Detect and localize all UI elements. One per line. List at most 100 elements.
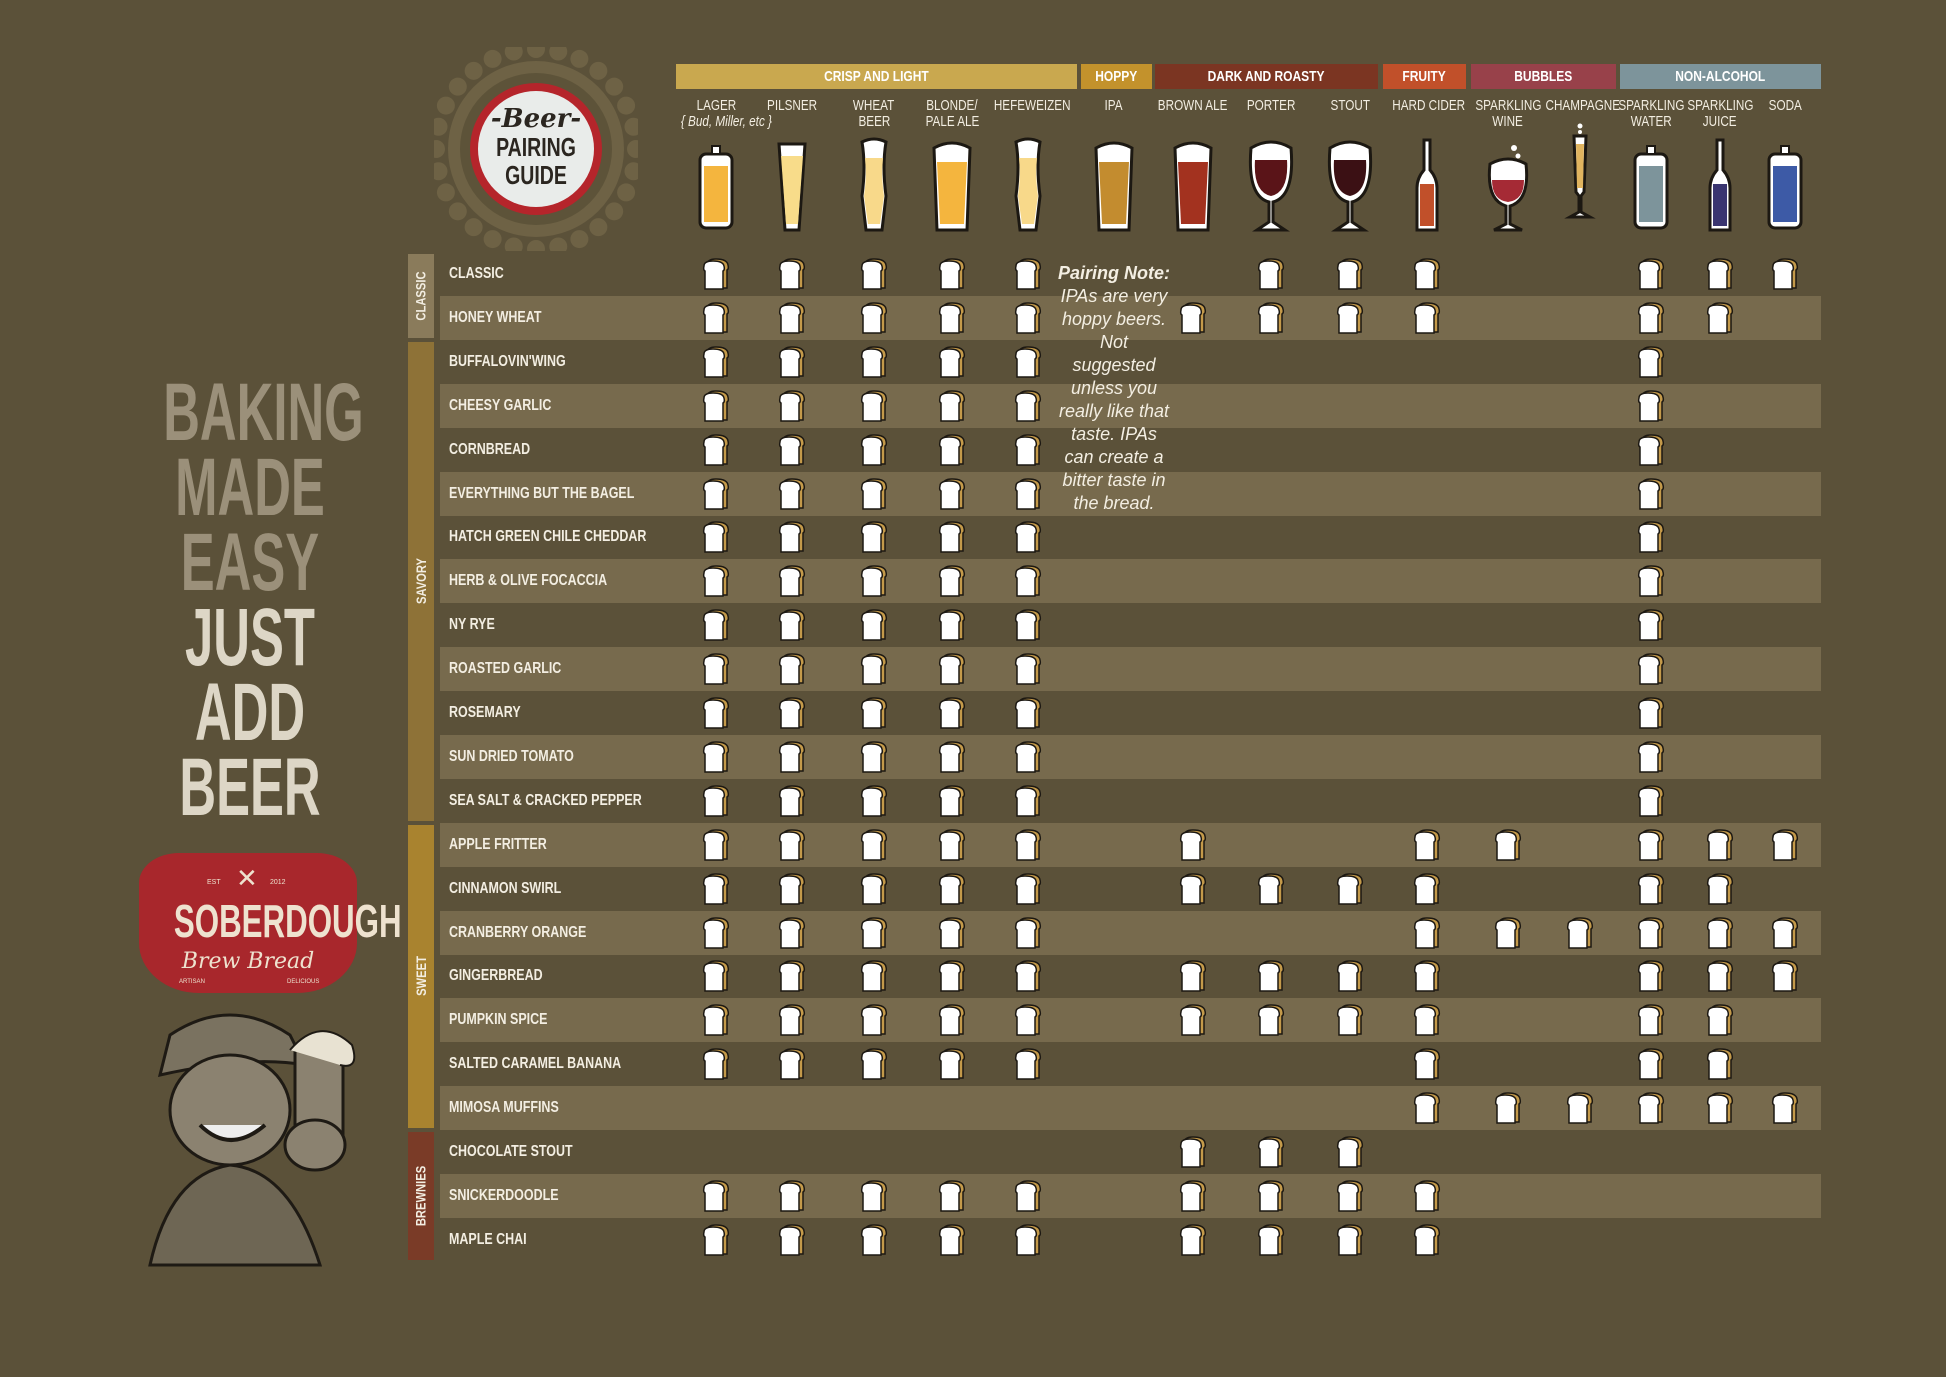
bread-pairing-icon: [1013, 740, 1043, 774]
group-band-bubbles: BUBBLES: [1471, 64, 1616, 89]
bread-pairing-icon: [1705, 872, 1735, 906]
row-band: [440, 647, 1821, 692]
row-label: ROSEMARY: [449, 704, 521, 721]
bread-pairing-icon: [937, 1047, 967, 1081]
column-label-line: PALE ALE: [925, 113, 979, 130]
can-glass-icon: [686, 136, 746, 236]
group-label: BUBBLES: [1514, 68, 1573, 85]
bread-pairing-icon: [1770, 257, 1800, 291]
bread-pairing-icon: [701, 345, 731, 379]
bread-pairing-icon: [1636, 520, 1666, 554]
bread-pairing-icon: [859, 477, 889, 511]
bread-pairing-icon: [777, 389, 807, 423]
bread-pairing-icon: [1636, 1091, 1666, 1125]
category-label: SWEET: [413, 956, 429, 997]
bread-pairing-icon: [937, 345, 967, 379]
row-label: CORNBREAD: [449, 440, 531, 458]
bread-pairing-icon: [701, 740, 731, 774]
bread-pairing-icon: [859, 740, 889, 774]
bread-pairing-icon: [937, 696, 967, 730]
column-label-line: WINE: [1492, 113, 1524, 130]
bread-pairing-icon: [937, 433, 967, 467]
row-label: GINGERBREAD: [449, 967, 543, 985]
row-label: SNICKERDOODLE: [449, 1186, 559, 1204]
bread-pairing-icon: [1178, 1179, 1208, 1213]
bread-pairing-icon: [859, 652, 889, 686]
bread-pairing-icon: [1178, 1135, 1208, 1169]
bread-pairing-icon: [777, 301, 807, 335]
bread-pairing-icon: [1636, 872, 1666, 906]
bread-pairing-icon: [1013, 828, 1043, 862]
column-header-sparkling_water: SPARKLING WATER: [1606, 98, 1696, 130]
group-band-nonalc: NON-ALCOHOL: [1620, 64, 1821, 89]
row-label: ROASTED GARLIC: [449, 660, 562, 678]
column-header-lager: LAGER{ Bud, Miller, etc }: [671, 97, 772, 130]
bread-pairing-icon: [937, 608, 967, 642]
bread-pairing-icon: [777, 1003, 807, 1037]
bread-pairing-icon: [1335, 959, 1365, 993]
column-label-line: BROWN ALE: [1158, 97, 1228, 114]
bread-pairing-icon: [859, 959, 889, 993]
slogan-line: MADE: [175, 442, 325, 533]
bottle-glass-icon: [1397, 136, 1457, 236]
bread-pairing-icon: [859, 1223, 889, 1257]
bread-pairing-icon: [859, 1047, 889, 1081]
bread-pairing-icon: [777, 1047, 807, 1081]
column-label-line: LAGER: [696, 97, 736, 114]
bread-pairing-icon: [1636, 1003, 1666, 1037]
bread-pairing-icon: [859, 345, 889, 379]
row-label: MIMOSA MUFFINS: [449, 1099, 559, 1117]
group-label: DARK AND ROASTY: [1208, 68, 1325, 85]
row-band: [440, 822, 1821, 867]
column-label-line: SODA: [1768, 97, 1802, 114]
bread-pairing-icon: [1335, 1179, 1365, 1213]
row-band: [440, 1086, 1821, 1131]
group-band-dark: DARK AND ROASTY: [1155, 64, 1378, 89]
bread-pairing-icon: [701, 696, 731, 730]
column-label-line: STOUT: [1330, 97, 1370, 114]
bread-pairing-icon: [1636, 389, 1666, 423]
pint-glass-icon: [1084, 136, 1144, 236]
bread-pairing-icon: [1256, 1003, 1286, 1037]
bread-pairing-icon: [701, 564, 731, 598]
bread-pairing-icon: [1770, 1091, 1800, 1125]
row-label: SALTED CARAMEL BANANA: [449, 1055, 622, 1073]
bread-pairing-icon: [1412, 1091, 1442, 1125]
bread-pairing-icon: [701, 959, 731, 993]
column-label-line: JUICE: [1703, 113, 1737, 130]
bread-pairing-icon: [1705, 301, 1735, 335]
bread-pairing-icon: [777, 959, 807, 993]
category-classic: CLASSIC: [408, 254, 434, 338]
column-label-line: SPARKLING: [1474, 97, 1542, 114]
bread-pairing-icon: [701, 916, 731, 950]
bread-pairing-icon: [1013, 1179, 1043, 1213]
bread-pairing-icon: [701, 301, 731, 335]
bread-pairing-icon: [1770, 828, 1800, 862]
bread-pairing-icon: [937, 740, 967, 774]
bread-pairing-icon: [1636, 477, 1666, 511]
slogan: BAKING MADE EASY JUST ADD BEER: [163, 372, 364, 829]
bread-pairing-icon: [1256, 257, 1286, 291]
column-header-brown_ale: BROWN ALE: [1148, 98, 1238, 114]
bread-pairing-icon: [859, 916, 889, 950]
group-label: NON-ALCOHOL: [1675, 68, 1766, 85]
bread-pairing-icon: [1412, 301, 1442, 335]
row-label: HATCH GREEN CHILE CHEDDAR: [449, 528, 647, 546]
column-header-champagne: CHAMPAGNE: [1535, 98, 1625, 114]
bottle-glass-icon: [1690, 136, 1750, 236]
bread-pairing-icon: [1636, 740, 1666, 774]
slogan-line: ADD: [194, 667, 306, 758]
bread-pairing-icon: [1636, 784, 1666, 818]
column-header-porter: PORTER: [1226, 98, 1316, 114]
group-label: HOPPY: [1095, 68, 1138, 85]
bread-pairing-icon: [1636, 564, 1666, 598]
brand-right-tag: DELICIOUS: [287, 979, 320, 985]
bread-pairing-icon: [701, 652, 731, 686]
slogan-line: EASY: [180, 517, 320, 608]
bread-pairing-icon: [937, 959, 967, 993]
bread-pairing-icon: [1636, 1047, 1666, 1081]
column-header-hard_cider: HARD CIDER: [1382, 98, 1472, 114]
bread-pairing-icon: [937, 872, 967, 906]
bread-pairing-icon: [1013, 872, 1043, 906]
bread-pairing-icon: [1493, 828, 1523, 862]
